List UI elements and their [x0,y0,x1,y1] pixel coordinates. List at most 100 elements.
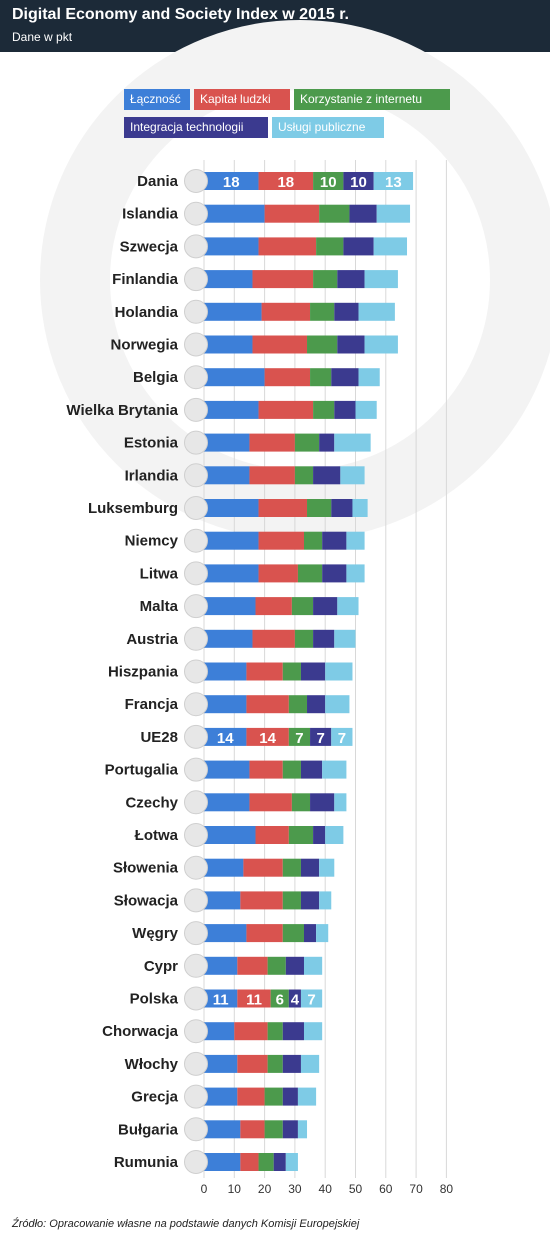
data-label: 13 [385,174,402,191]
bar-segment-kapital-ludzki [240,891,283,910]
bar-segment-uslugi-publiczne [364,335,398,354]
bar-segment-kapital-ludzki [264,204,320,223]
bar-segment-korzystanie-z-internetu [267,1022,283,1041]
bar-segment-kapital-ludzki [246,924,283,943]
bar-segment-integracja-technologii [288,989,301,1008]
bar-segment-korzystanie-z-internetu [282,924,304,943]
bar-segment-korzystanie-z-internetu [297,564,323,583]
x-tick-label: 60 [379,1182,393,1196]
bar-segment-lacznosc [204,433,250,452]
bar-segment-kapital-ludzki [258,400,314,419]
bar-segment-uslugi-publiczne [355,400,377,419]
bar-segment-kapital-ludzki [249,466,295,485]
legend-item-lacznosc: Łączność [124,89,190,110]
data-label: 10 [320,174,337,191]
bar-segment-korzystanie-z-internetu [270,989,289,1008]
bar-segment-integracja-technologii [337,270,365,289]
flag-icon-szwecja [184,234,208,259]
bar-segment-korzystanie-z-internetu [288,727,311,746]
data-label: 6 [276,992,284,1009]
bar-segment-kapital-ludzki [246,662,283,681]
flag-icon-lotwa [184,823,208,847]
bar-segment-lacznosc [204,466,250,485]
bar-segment-kapital-ludzki [240,1120,265,1139]
flag-icon-malta [184,594,208,619]
bar-segment-uslugi-publiczne [303,956,323,975]
bar-segment-korzystanie-z-internetu [282,891,301,910]
bar-segment-lacznosc [204,1022,235,1041]
bar-segment-uslugi-publiczne [337,597,359,616]
category-label: Estonia [124,435,179,452]
bar-segment-lacznosc [204,1054,238,1073]
bar-segment-uslugi-publiczne [346,564,365,583]
category-label: Węgry [132,925,179,942]
bar-segment-korzystanie-z-internetu [316,237,344,256]
bar-segment-integracja-technologii [300,662,326,681]
bar-segment-kapital-ludzki [252,335,308,354]
data-label: 11 [213,992,229,1009]
bar-segment-uslugi-publiczne [373,237,408,256]
bar-segment-kapital-ludzki [237,989,271,1008]
bar-segment-korzystanie-z-internetu [307,335,338,354]
flag-icon-rumunia [184,1150,208,1174]
legend-item-kapital-ludzki: Kapitał ludzki [194,89,290,110]
category-label: Niemcy [125,533,179,550]
category-label: Norwegia [110,337,178,354]
bar-segment-korzystanie-z-internetu [313,400,335,419]
bar-segment-uslugi-publiczne [325,695,350,714]
category-label: Islandia [122,206,179,223]
bar-segment-kapital-ludzki [255,826,289,844]
data-label: 11 [246,992,262,1009]
bar-segment-uslugi-publiczne [316,924,329,943]
bar-segment-integracja-technologii [282,1054,301,1073]
bar-segment-korzystanie-z-internetu [264,1087,283,1106]
bar-segment-integracja-technologii [349,204,377,223]
bar-segment-uslugi-publiczne [300,989,323,1008]
flag-icon-polska [184,986,208,1011]
category-label: Słowenia [113,860,179,877]
flag-icon-belgia [184,365,208,390]
legend-item-integracja: Integracja technologii [124,117,268,138]
data-label: 4 [291,992,300,1009]
flag-icon-litwa [184,561,208,586]
flag-icon-portugalia [184,757,208,782]
bar-segment-lacznosc [204,924,247,943]
bar-segment-lacznosc [204,172,259,190]
bar-segment-integracja-technologii [300,760,323,779]
bar-segment-kapital-ludzki [246,695,289,714]
category-label: Irlandia [125,467,179,484]
bar-segment-integracja-technologii [310,727,332,746]
bar-segment-lacznosc [204,629,253,648]
flag-icon-austria [184,626,208,651]
bar-segment-korzystanie-z-internetu [264,1120,283,1139]
category-label: Austria [126,631,178,648]
category-label: Portugalia [105,762,179,779]
bar-segment-kapital-ludzki [240,1153,259,1171]
bar-segment-lacznosc [204,499,259,517]
bar-segment-uslugi-publiczne [364,270,398,289]
bar-segment-korzystanie-z-internetu [291,793,311,812]
bar-segment-integracja-technologii [307,695,326,714]
bar-segment-korzystanie-z-internetu [310,368,332,387]
flag-icon-wlochy [184,1051,208,1076]
category-label: Szwecja [120,238,179,255]
flag-icon-hiszpania [184,659,208,684]
flag-icon-francja [184,692,208,717]
x-tick-label: 30 [288,1182,302,1196]
bar-segment-kapital-ludzki [252,270,314,289]
bar-segment-lacznosc [204,531,259,550]
category-label: Rumunia [114,1154,179,1171]
bar-segment-integracja-technologii [282,1022,304,1041]
data-label: 7 [338,730,346,747]
bar-segment-integracja-technologii [331,368,359,387]
bar-segment-uslugi-publiczne [340,466,365,485]
flag-icon-dania [184,169,208,193]
bar-segment-lacznosc [204,302,262,321]
category-label: Polska [130,991,179,1008]
bar-segment-lacznosc [204,400,259,419]
bar-segment-korzystanie-z-internetu [288,695,308,714]
category-label: Holandia [115,304,179,321]
category-label: Litwa [140,565,179,582]
flag-icon-finlandia [184,267,208,292]
bar-segment-kapital-ludzki [258,564,298,583]
